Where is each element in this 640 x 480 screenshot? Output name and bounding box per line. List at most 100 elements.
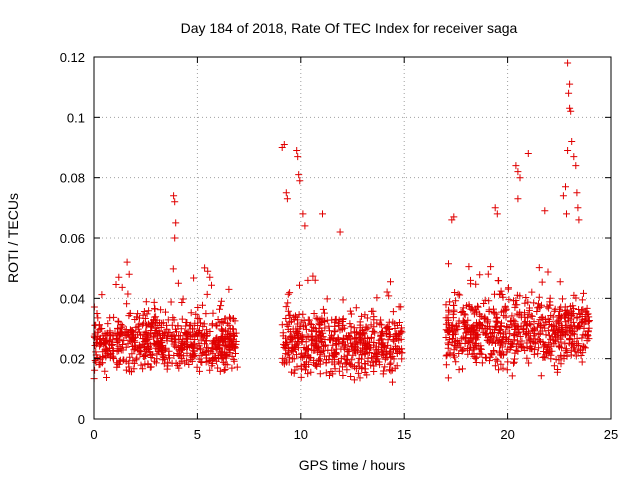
data-point bbox=[218, 325, 225, 333]
data-point bbox=[575, 306, 583, 313]
data-point bbox=[564, 59, 572, 67]
data-point bbox=[201, 264, 209, 272]
data-point bbox=[313, 360, 321, 368]
data-point bbox=[358, 326, 366, 334]
data-point bbox=[373, 294, 381, 302]
data-point bbox=[555, 356, 563, 364]
data-point bbox=[573, 335, 581, 343]
data-point bbox=[528, 312, 536, 320]
data-point bbox=[491, 323, 499, 331]
data-point bbox=[177, 325, 185, 333]
data-point bbox=[282, 189, 290, 197]
data-point bbox=[506, 346, 514, 354]
data-point bbox=[556, 278, 564, 286]
data-point bbox=[339, 296, 347, 304]
data-point bbox=[138, 341, 146, 349]
data-point bbox=[214, 342, 222, 350]
data-point bbox=[370, 327, 378, 335]
data-point bbox=[484, 270, 492, 278]
data-point bbox=[379, 339, 387, 347]
data-point bbox=[390, 337, 398, 345]
data-point bbox=[226, 313, 233, 321]
data-point bbox=[499, 293, 507, 301]
data-point bbox=[490, 305, 497, 313]
data-point bbox=[446, 298, 454, 306]
data-point bbox=[395, 303, 403, 311]
data-point bbox=[383, 350, 391, 358]
data-point bbox=[207, 357, 215, 364]
data-point bbox=[389, 378, 396, 386]
data-point bbox=[550, 362, 558, 370]
data-point bbox=[187, 309, 195, 317]
data-point bbox=[549, 313, 557, 321]
data-point bbox=[533, 308, 541, 315]
data-point bbox=[495, 326, 503, 334]
data-point bbox=[354, 369, 362, 377]
data-point bbox=[510, 359, 517, 367]
data-point bbox=[385, 318, 393, 326]
data-points bbox=[90, 59, 593, 386]
data-point bbox=[296, 322, 304, 330]
data-point bbox=[108, 341, 116, 349]
data-point bbox=[565, 89, 573, 97]
data-point bbox=[96, 355, 104, 363]
data-point bbox=[332, 337, 340, 345]
data-point bbox=[358, 351, 366, 359]
data-point bbox=[347, 310, 355, 318]
data-point bbox=[505, 284, 512, 292]
data-point bbox=[282, 341, 290, 349]
data-point bbox=[115, 273, 123, 281]
data-point bbox=[189, 347, 197, 355]
data-point bbox=[193, 363, 201, 371]
data-point bbox=[542, 331, 550, 339]
y-tick-label: 0.02 bbox=[60, 352, 85, 367]
data-point bbox=[124, 290, 132, 298]
data-point bbox=[389, 308, 397, 316]
data-point bbox=[336, 326, 344, 334]
data-point bbox=[521, 309, 528, 317]
data-point bbox=[492, 310, 500, 318]
data-point bbox=[225, 285, 233, 293]
data-point bbox=[561, 340, 569, 348]
data-point bbox=[185, 361, 193, 368]
data-point bbox=[567, 351, 575, 359]
data-point bbox=[549, 326, 557, 334]
data-point bbox=[151, 357, 158, 365]
data-point bbox=[442, 361, 450, 369]
data-point bbox=[99, 348, 107, 356]
data-point bbox=[137, 331, 144, 339]
data-point bbox=[460, 319, 468, 326]
data-point bbox=[228, 364, 236, 372]
data-point bbox=[508, 340, 516, 348]
data-point bbox=[98, 338, 106, 346]
data-point bbox=[512, 162, 520, 170]
data-point bbox=[176, 332, 184, 340]
data-point bbox=[511, 326, 519, 333]
data-point bbox=[452, 358, 460, 366]
data-point bbox=[476, 349, 484, 357]
data-point bbox=[512, 297, 520, 304]
data-point bbox=[582, 308, 590, 316]
data-point bbox=[216, 319, 224, 327]
data-point bbox=[545, 339, 553, 347]
data-point bbox=[558, 344, 566, 352]
data-point bbox=[322, 359, 330, 367]
data-point bbox=[364, 335, 372, 343]
data-point bbox=[209, 320, 216, 328]
y-tick-label: 0.06 bbox=[60, 231, 85, 246]
data-point bbox=[339, 335, 347, 343]
data-point bbox=[454, 325, 462, 333]
data-point bbox=[119, 322, 127, 330]
data-point bbox=[566, 104, 574, 112]
data-point bbox=[393, 350, 401, 357]
data-point bbox=[109, 347, 117, 355]
data-point bbox=[483, 319, 491, 327]
data-point bbox=[522, 294, 530, 301]
data-point bbox=[442, 301, 450, 309]
data-point bbox=[503, 366, 511, 374]
data-point bbox=[134, 310, 142, 318]
data-point bbox=[530, 299, 538, 307]
data-point bbox=[474, 330, 482, 338]
data-point bbox=[312, 314, 320, 322]
data-point bbox=[348, 342, 356, 350]
